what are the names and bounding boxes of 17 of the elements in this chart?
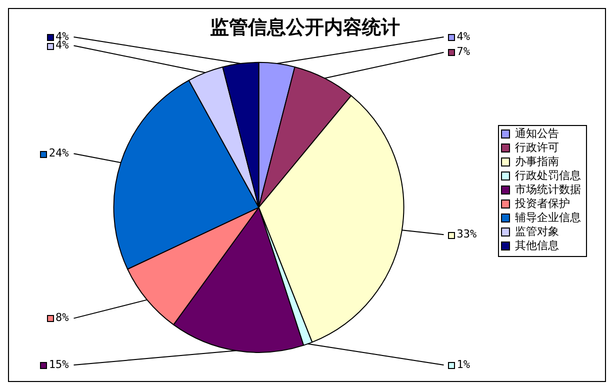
legend-label: 市场统计数据 bbox=[515, 182, 581, 196]
legend-label: 辅导企业信息 bbox=[515, 210, 581, 224]
data-label: 4% bbox=[456, 30, 470, 43]
legend-label: 行政许可 bbox=[515, 140, 559, 154]
data-label: 33% bbox=[456, 227, 477, 240]
legend-label: 通知公告 bbox=[515, 126, 559, 140]
data-label: 24% bbox=[48, 146, 70, 160]
legend-label: 办事指南 bbox=[515, 154, 559, 168]
legend-label: 监管对象 bbox=[515, 224, 559, 238]
data-label: 8% bbox=[56, 311, 70, 324]
data-label: 1% bbox=[456, 358, 470, 371]
data-label: 15% bbox=[48, 358, 70, 371]
legend-label: 其他信息 bbox=[515, 238, 559, 252]
legend-label: 投资者保护 bbox=[514, 196, 570, 210]
chart-title: 监管信息公开内容统计 bbox=[210, 16, 400, 38]
data-label: 7% bbox=[456, 45, 470, 58]
legend-label: 行政处罚信息 bbox=[515, 168, 581, 182]
